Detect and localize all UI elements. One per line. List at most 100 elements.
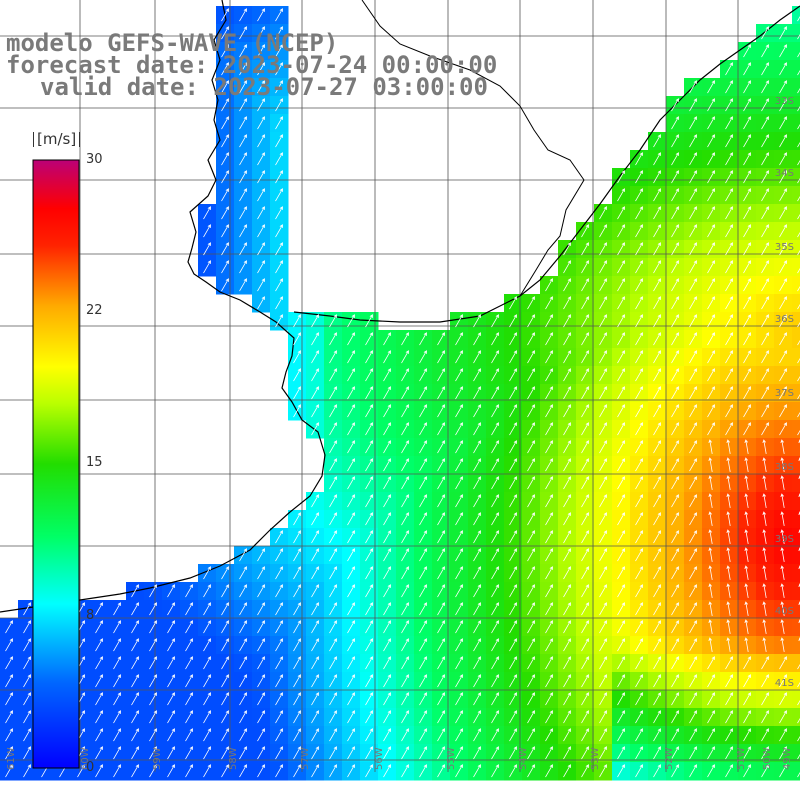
wind-arrow	[599, 404, 607, 418]
wind-arrow	[545, 386, 553, 400]
wind-arrow	[743, 728, 751, 742]
wind-cell	[792, 204, 800, 223]
wind-arrow	[257, 98, 265, 112]
wind-arrow	[689, 584, 697, 598]
wind-arrow	[761, 116, 769, 130]
wind-arrow	[347, 476, 355, 490]
wind-arrow	[726, 493, 731, 508]
wind-arrow	[689, 242, 697, 256]
wind-arrow	[545, 368, 553, 382]
wind-arrow	[689, 728, 697, 742]
wind-arrow	[725, 314, 733, 328]
wind-arrow	[365, 746, 373, 760]
wind-arrow	[401, 494, 409, 508]
wind-arrow	[599, 530, 607, 544]
wind-arrow	[113, 674, 121, 688]
wind-arrow	[401, 548, 409, 562]
wind-arrow	[167, 674, 175, 688]
wind-arrow	[779, 224, 787, 238]
wind-arrow	[401, 440, 409, 454]
wind-arrow	[779, 422, 787, 436]
wind-arrow	[671, 620, 679, 634]
wind-arrow	[653, 674, 661, 688]
wind-arrow	[599, 332, 607, 346]
wind-arrow	[653, 260, 661, 274]
wind-arrow	[491, 548, 499, 562]
wind-arrow	[527, 728, 535, 742]
wind-arrow	[725, 80, 733, 94]
wind-cell	[792, 402, 800, 421]
wind-arrow	[509, 746, 517, 760]
wind-arrow	[707, 692, 715, 706]
wind-arrow	[113, 764, 121, 778]
wind-arrow	[635, 332, 643, 346]
wind-arrow	[653, 170, 661, 184]
wind-arrow	[149, 728, 157, 742]
wind-arrow	[744, 439, 749, 454]
wind-arrow	[617, 350, 625, 364]
wind-arrow	[203, 584, 211, 598]
wind-arrow	[221, 584, 229, 598]
wind-arrow	[527, 566, 535, 580]
wind-arrow	[347, 566, 355, 580]
wind-arrow	[293, 512, 301, 526]
wind-arrow	[149, 710, 157, 724]
wind-arrow	[689, 278, 697, 292]
wind-arrow	[545, 458, 553, 472]
wind-arrow	[708, 511, 713, 526]
wind-arrow	[401, 386, 409, 400]
wind-arrow	[635, 674, 643, 688]
wind-arrow	[689, 260, 697, 274]
wind-arrow	[455, 674, 463, 688]
wind-arrow	[743, 332, 751, 346]
wind-arrow	[743, 350, 751, 364]
longitude-labels: 61W 60W 59W 58W 57W 56W 55W 54W 53W 52W 51W 50W 49W	[6, 747, 793, 770]
wind-cell	[792, 168, 800, 187]
wind-arrow	[365, 512, 373, 526]
wind-arrow	[347, 656, 355, 670]
wind-arrow	[780, 493, 785, 508]
wind-arrow	[743, 386, 751, 400]
wind-arrow	[5, 764, 13, 778]
wind-arrow	[5, 710, 13, 724]
wind-arrow	[707, 404, 715, 418]
wind-arrow	[509, 404, 517, 418]
wind-arrow	[221, 134, 229, 148]
wind-arrow	[347, 404, 355, 418]
wind-arrow	[149, 674, 157, 688]
wind-arrow	[383, 728, 391, 742]
wind-arrow	[167, 710, 175, 724]
wind-arrow	[635, 620, 643, 634]
wind-arrow	[221, 44, 229, 58]
wind-arrow	[455, 602, 463, 616]
wind-arrow	[491, 584, 499, 598]
wind-arrow	[779, 80, 787, 94]
wind-arrow	[779, 746, 787, 760]
wind-arrow	[689, 638, 697, 652]
wind-arrow	[221, 260, 229, 274]
wind-arrow	[762, 529, 767, 544]
wind-arrow	[689, 206, 697, 220]
wind-arrow	[131, 746, 139, 760]
wind-arrow	[725, 692, 733, 706]
wind-arrow	[671, 494, 679, 508]
wind-arrow	[779, 260, 787, 274]
wind-arrow	[779, 152, 787, 166]
wind-arrow	[762, 547, 767, 562]
wind-arrow	[581, 674, 589, 688]
wind-arrow	[726, 475, 731, 490]
wind-arrow	[491, 728, 499, 742]
wind-arrow	[455, 494, 463, 508]
wind-speed-grid	[0, 6, 800, 781]
wind-arrow	[221, 620, 229, 634]
wind-arrow	[725, 746, 733, 760]
wind-arrow	[401, 350, 409, 364]
wind-arrow	[311, 764, 319, 778]
wind-arrow	[779, 386, 787, 400]
wind-arrow	[131, 656, 139, 670]
graticule	[0, 0, 800, 772]
wind-arrow	[221, 242, 229, 256]
wind-arrow	[762, 583, 767, 598]
wind-arrow	[689, 710, 697, 724]
wind-arrow	[419, 548, 427, 562]
